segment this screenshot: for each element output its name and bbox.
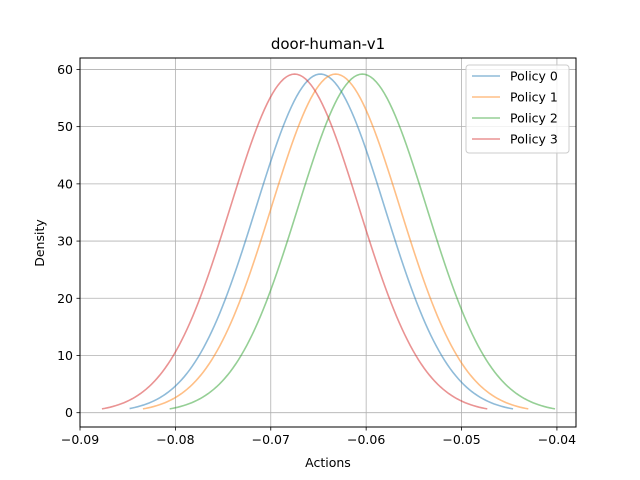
- x-tick-label: −0.08: [156, 432, 194, 447]
- legend: Policy 0 Policy 1 Policy 2 Policy 3: [465, 64, 570, 154]
- x-tick-label: −0.05: [442, 432, 480, 447]
- x-tick-label: −0.04: [538, 432, 576, 447]
- y-tick-label: 60: [57, 62, 73, 77]
- plot-frame: [79, 57, 577, 428]
- legend-label: Policy 3: [510, 132, 558, 147]
- y-tick-label: 0: [65, 405, 73, 420]
- x-axis-label: Actions: [305, 455, 351, 470]
- x-tick-label: −0.09: [61, 432, 99, 447]
- legend-box: [465, 64, 570, 154]
- series-lines: [101, 73, 556, 410]
- series-line-policy-2: [169, 73, 556, 410]
- x-tick-label: −0.06: [347, 432, 385, 447]
- y-tick-label: 40: [57, 176, 73, 191]
- legend-label: Policy 0: [510, 69, 558, 84]
- series-line-policy-3: [101, 73, 488, 410]
- y-tick-label: 50: [57, 119, 73, 134]
- legend-label: Policy 2: [510, 111, 558, 126]
- chart-title: door-human-v1: [271, 35, 385, 53]
- y-tick-label: 20: [57, 291, 73, 306]
- y-tick-label: 30: [57, 234, 73, 249]
- y-axis-label: Density: [32, 219, 47, 267]
- axis-ticks: −0.09 −0.08 −0.07 −0.06 −0.05 −0.04 0 10 20 30 40 5…: [57, 62, 576, 447]
- x-tick-label: −0.07: [252, 432, 290, 447]
- y-tick-label: 10: [57, 348, 73, 363]
- series-line-policy-1: [142, 73, 529, 410]
- legend-label: Policy 1: [510, 90, 558, 105]
- series-line-policy-0: [129, 73, 514, 410]
